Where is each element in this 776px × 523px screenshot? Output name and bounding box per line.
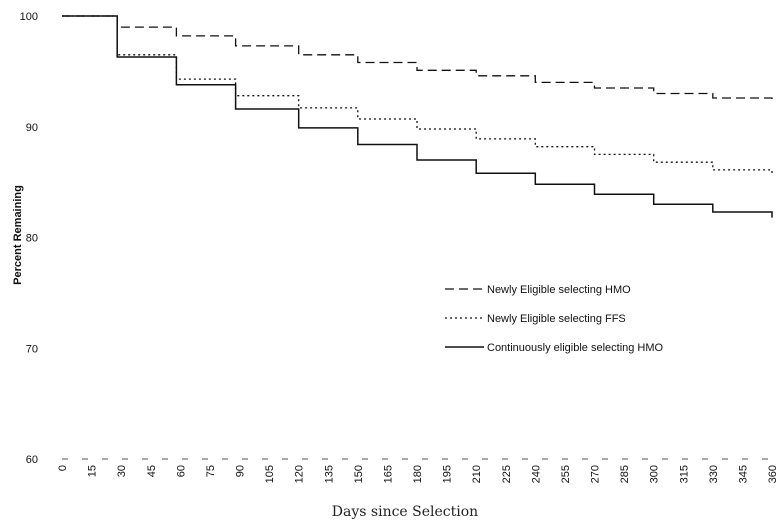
x-axis-label: Days since Selection — [332, 504, 478, 520]
y-tick-label: 90 — [26, 122, 38, 134]
x-tick-label: 225 — [501, 465, 513, 483]
legend-label-1: Newly Eligible selecting HMO — [487, 284, 631, 296]
x-tick-label: 105 — [264, 465, 276, 483]
x-tick-label: 270 — [590, 465, 602, 483]
x-tick-label: 135 — [323, 465, 335, 483]
x-tick-label: 330 — [708, 465, 720, 483]
legend: Newly Eligible selecting HMO Newly Eligib… — [445, 284, 664, 354]
x-tick-label: 180 — [412, 465, 424, 483]
series-layer — [62, 15, 773, 218]
x-tick-label: 210 — [471, 465, 483, 483]
x-tick-label: 360 — [767, 465, 776, 483]
y-axis-label: Percent Remaining — [12, 185, 24, 285]
x-tick-label: 285 — [619, 465, 631, 483]
x-tick-label: 75 — [205, 465, 217, 477]
x-tick-label: 240 — [530, 465, 542, 483]
x-tick-label: 165 — [382, 465, 394, 483]
x-tick-label: 345 — [737, 465, 749, 483]
x-tick-label: 15 — [87, 465, 99, 477]
legend-label-2: Newly Eligible selecting FFS — [487, 313, 626, 325]
legend-label-3: Continuously eligible selecting HMO — [487, 342, 664, 354]
x-tick-label: 300 — [649, 465, 661, 483]
x-tick-label: 120 — [294, 465, 306, 483]
x-tick-label: 60 — [175, 465, 187, 477]
x-tick-label: 150 — [353, 465, 365, 483]
series-line-1 — [62, 15, 773, 102]
x-tick-label: 195 — [442, 465, 454, 483]
y-tick-label: 70 — [26, 343, 38, 355]
series-line-3 — [62, 15, 773, 218]
x-tick-label: 255 — [560, 465, 572, 483]
x-tick-label: 0 — [57, 465, 69, 471]
axes: 60 70 80 90 100 0 15 30 45 60 75 90 105 120 135 150 165 1… — [20, 11, 776, 483]
y-tick-label: 60 — [26, 454, 38, 466]
y-tick-label: 80 — [26, 233, 38, 245]
x-tick-label: 90 — [235, 465, 247, 477]
x-tick-label: 315 — [678, 465, 690, 483]
y-tick-label: 100 — [20, 11, 38, 23]
x-tick-label: 45 — [146, 465, 158, 477]
x-tick-label: 30 — [116, 465, 128, 477]
